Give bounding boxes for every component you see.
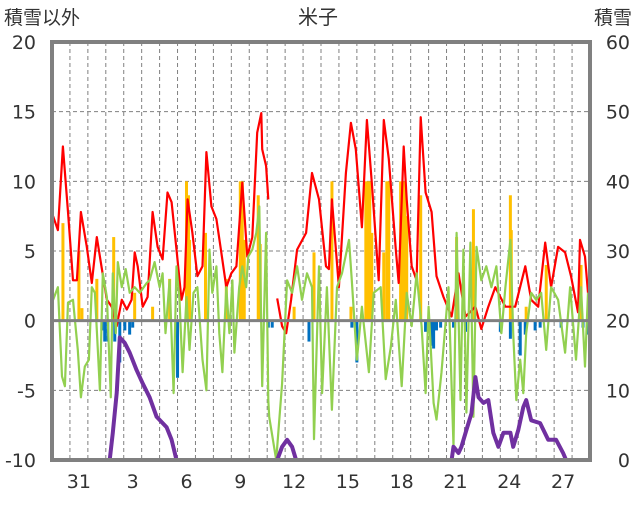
orange-bar [330, 181, 334, 321]
orange-bar [382, 252, 386, 321]
blue-bar [350, 320, 354, 328]
blue-bar [434, 320, 438, 331]
blue-bar [131, 320, 135, 328]
left-tick-label: 10 [12, 171, 36, 193]
left-axis-ticks: 20 15 10 5 0 -5 -10 [5, 32, 36, 472]
orange-bar [401, 181, 405, 321]
x-tick-label: 31 [67, 471, 91, 493]
orange-bar [349, 306, 353, 321]
x-tick-label: 21 [443, 471, 467, 493]
blue-bar [103, 320, 107, 342]
green-series-line [52, 205, 590, 462]
left-tick-label: 5 [24, 241, 36, 263]
orange-bar [419, 195, 423, 321]
orange-bar [204, 232, 208, 321]
bars [61, 181, 590, 378]
right-axis-label: 積雪 [594, 7, 632, 29]
orange-bar [77, 251, 81, 321]
x-tick-label: 3 [127, 471, 139, 493]
right-tick-label: 10 [606, 380, 630, 402]
x-tick-label: 24 [497, 471, 521, 493]
plot-frame [50, 40, 592, 462]
x-tick-label: 27 [551, 471, 575, 493]
blue-bar [439, 320, 443, 328]
blue-bar [533, 320, 537, 331]
chart-title: 米子 [298, 5, 338, 29]
blue-bar [176, 320, 180, 378]
orange-bar [403, 181, 407, 321]
x-tick-label: 15 [336, 471, 360, 493]
right-tick-label: 50 [606, 102, 630, 124]
orange-bar [364, 181, 368, 321]
blue-bar [307, 320, 311, 342]
right-tick-label: 0 [618, 450, 630, 472]
orange-bar [524, 306, 528, 321]
right-tick-label: 60 [606, 32, 630, 54]
orange-bar [405, 216, 409, 321]
x-axis-ticks: 31 3 6 9 12 15 18 21 24 27 [67, 471, 575, 493]
x-tick-label: 9 [234, 471, 246, 493]
blue-bar [430, 320, 434, 346]
blue-bar [452, 320, 456, 328]
blue-bar [424, 320, 428, 332]
blue-bar [508, 320, 512, 339]
orange-bar [61, 223, 65, 321]
orange-bar [256, 195, 260, 321]
blue-bar [523, 320, 527, 335]
red-series-line [52, 111, 270, 328]
x-tick-label: 12 [282, 471, 306, 493]
orange-bar [368, 181, 372, 321]
orange-bar [240, 181, 244, 321]
left-tick-label: 15 [12, 102, 36, 124]
left-tick-label: 20 [12, 32, 36, 54]
right-tick-label: 20 [606, 311, 630, 333]
series-lines [52, 111, 590, 462]
orange-bar [133, 292, 137, 321]
orange-bar [370, 232, 374, 321]
blue-bar [355, 320, 359, 363]
orange-bar [387, 181, 391, 321]
blue-bar [123, 320, 127, 331]
blue-bar [432, 320, 436, 349]
orange-bar [385, 181, 389, 321]
left-tick-label: 0 [24, 311, 36, 333]
orange-bar [544, 264, 548, 321]
right-tick-label: 40 [606, 171, 630, 193]
x-tick-label: 18 [390, 471, 414, 493]
blue-bar [538, 320, 542, 328]
orange-bar [151, 306, 155, 321]
orange-bar [188, 239, 192, 321]
left-axis-label: 積雪以外 [4, 7, 80, 29]
left-tick-label: -5 [17, 380, 36, 402]
orange-bar [292, 306, 296, 321]
blue-bar [270, 320, 274, 328]
orange-bar [238, 181, 242, 321]
orange-bar [366, 181, 370, 321]
right-axis-ticks: 60 50 40 30 20 10 0 [606, 32, 630, 472]
orange-bar [80, 308, 84, 321]
x-tick-label: 6 [180, 471, 192, 493]
left-tick-label: -10 [5, 450, 36, 472]
purple-series-line [52, 335, 590, 462]
orange-bar [95, 278, 99, 321]
orange-bar [471, 209, 475, 321]
blue-bar [128, 320, 132, 335]
right-tick-label: 30 [606, 241, 630, 263]
blue-bar [518, 320, 522, 356]
orange-bar [312, 252, 316, 321]
